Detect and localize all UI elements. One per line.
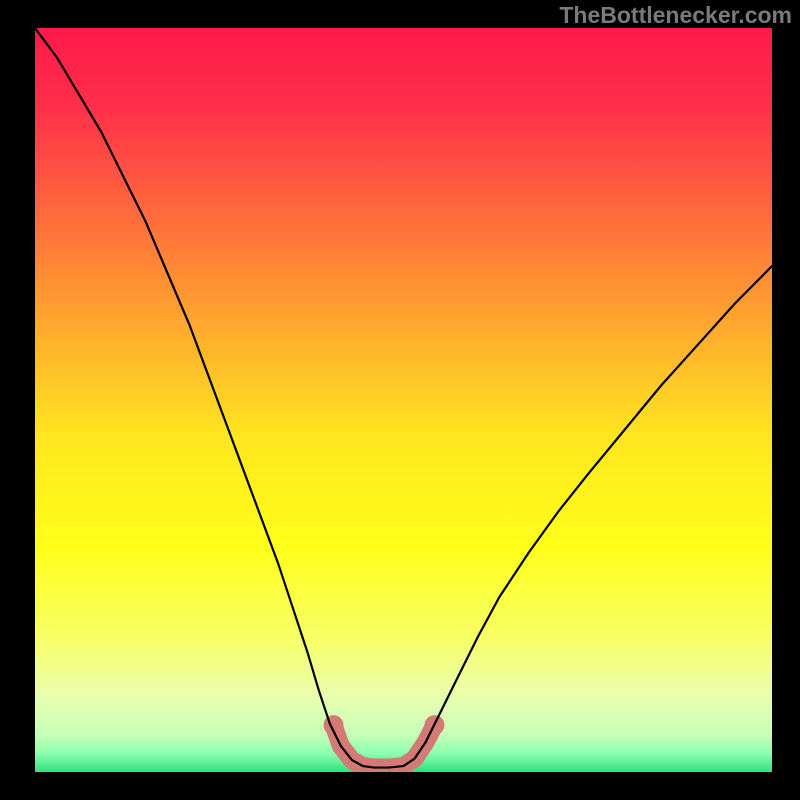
chart-frame: TheBottlenecker.com xyxy=(0,0,800,800)
bottleneck-chart xyxy=(35,28,772,772)
watermark-text: TheBottlenecker.com xyxy=(559,2,792,29)
